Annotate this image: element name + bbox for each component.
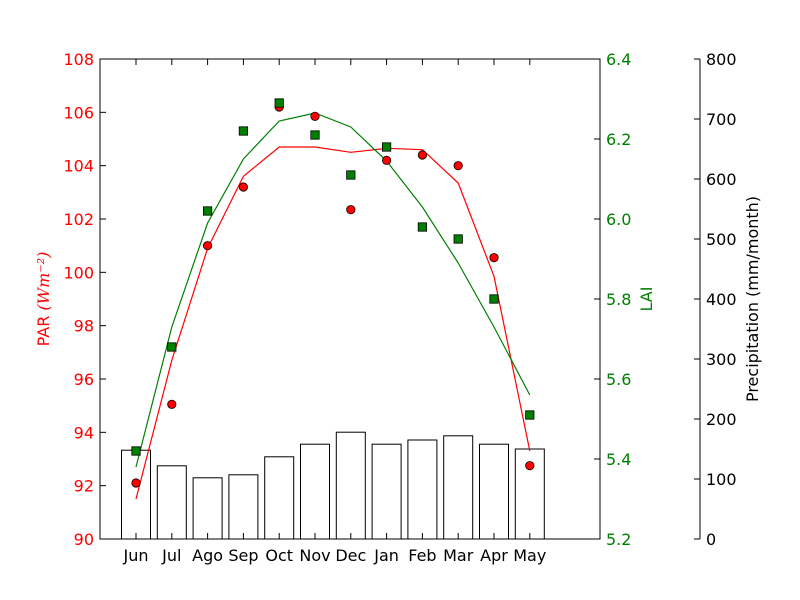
precip-tick-label: 800 bbox=[706, 50, 737, 69]
par-axis-title: PAR (Wm⁻²) bbox=[34, 252, 53, 347]
lai-point-apr bbox=[489, 294, 499, 304]
lai-tick-label: 6.2 bbox=[606, 130, 631, 149]
par-point-jun bbox=[131, 478, 141, 488]
par-point-jan bbox=[381, 155, 392, 165]
par-point-may bbox=[525, 461, 535, 471]
par-tick-label: 108 bbox=[63, 50, 94, 69]
lai-point-jun bbox=[131, 446, 141, 456]
x-tick-label-feb: Feb bbox=[408, 546, 436, 565]
lai-point-ago bbox=[202, 206, 213, 216]
lai-axis-title: LAI bbox=[637, 287, 656, 312]
precip-tick-label: 700 bbox=[706, 110, 737, 129]
x-tick-label-oct: Oct bbox=[265, 546, 293, 565]
precipitation-bar-jun bbox=[121, 449, 151, 540]
x-tick-label-mar: Mar bbox=[443, 546, 474, 565]
lai-point-may bbox=[525, 410, 535, 420]
par-tick-label: 98 bbox=[74, 317, 94, 336]
x-tick-label-apr: Apr bbox=[480, 546, 508, 565]
lai-point-nov bbox=[310, 130, 320, 140]
precipitation-bar-oct bbox=[264, 456, 295, 540]
precipitation-bar-mar bbox=[443, 435, 474, 540]
lai-point-jul bbox=[167, 342, 177, 352]
x-tick-label-jun: Jun bbox=[123, 546, 149, 565]
precip-tick-label: 100 bbox=[706, 470, 737, 489]
par-tick-label: 94 bbox=[74, 423, 94, 442]
x-tick-label-may: May bbox=[513, 546, 546, 565]
lai-tick-label: 5.2 bbox=[606, 530, 631, 549]
lai-tick-label: 5.6 bbox=[606, 370, 631, 389]
precipitation-bar-dec bbox=[335, 431, 366, 540]
lai-point-feb bbox=[417, 222, 428, 232]
par-tick-label: 102 bbox=[63, 210, 94, 229]
precip-tick-label: 500 bbox=[706, 230, 737, 249]
lai-point-dec bbox=[346, 170, 356, 180]
lai-tick-label: 5.8 bbox=[606, 290, 631, 309]
precip-tick-label: 600 bbox=[706, 170, 737, 189]
x-tick-label-dec: Dec bbox=[335, 546, 366, 565]
series-lines bbox=[135, 112, 531, 500]
precipitation-bar-jul bbox=[156, 465, 187, 540]
par-point-nov bbox=[310, 111, 320, 121]
precip-tick-label: 400 bbox=[706, 290, 737, 309]
par-tick-label: 90 bbox=[74, 530, 94, 549]
par-tick-label: 106 bbox=[63, 103, 94, 122]
precip-axis-title: Precipitation (mm/month) bbox=[743, 196, 762, 402]
par-point-jul bbox=[167, 399, 177, 409]
precip-tick-label: 300 bbox=[706, 350, 737, 369]
precipitation-bar-apr bbox=[479, 443, 509, 540]
lai-point-mar bbox=[453, 234, 463, 244]
precipitation-bar-sep bbox=[228, 474, 259, 540]
par-tick-label: 100 bbox=[63, 263, 94, 282]
x-tick-label-sep: Sep bbox=[228, 546, 258, 565]
par-point-mar bbox=[453, 161, 463, 171]
par-tick-label: 96 bbox=[74, 370, 94, 389]
par-point-feb bbox=[417, 150, 427, 160]
x-tick-label-nov: Nov bbox=[299, 546, 330, 565]
lai-point-jan bbox=[381, 142, 392, 152]
precipitation-bar-jan bbox=[371, 443, 402, 540]
lai-point-oct bbox=[274, 98, 284, 108]
axis-ticks: Jun Jul Ago Sep Oct Nov Dec Jan Feb Mar Apr May 90 92… bbox=[63, 50, 736, 565]
precip-tick-label: 200 bbox=[706, 410, 737, 429]
precipitation-bar-nov bbox=[300, 443, 330, 540]
lai-tick-label: 5.4 bbox=[606, 450, 631, 469]
par-point-ago bbox=[203, 241, 213, 251]
par-point-dec bbox=[346, 205, 356, 215]
lai-tick-label: 6.0 bbox=[606, 210, 631, 229]
par-tick-label: 92 bbox=[74, 477, 94, 496]
precipitation-bars bbox=[121, 431, 545, 540]
precipitation-bar-ago bbox=[192, 477, 223, 540]
precip-tick-label: 0 bbox=[706, 530, 716, 549]
lai-tick-label: 6.4 bbox=[606, 50, 631, 69]
par-point-apr bbox=[489, 253, 499, 263]
precipitation-bar-feb bbox=[407, 439, 438, 540]
lai-fit-line bbox=[135, 112, 531, 468]
par-fit-line bbox=[135, 146, 531, 500]
x-tick-label-ago: Ago bbox=[192, 546, 223, 565]
par-point-sep bbox=[238, 182, 248, 192]
par-tick-label: 104 bbox=[63, 157, 94, 176]
x-tick-label-jul: Jul bbox=[161, 546, 181, 565]
x-tick-label-jan: Jan bbox=[373, 546, 399, 565]
series-points bbox=[131, 98, 535, 488]
lai-point-sep bbox=[238, 126, 248, 136]
